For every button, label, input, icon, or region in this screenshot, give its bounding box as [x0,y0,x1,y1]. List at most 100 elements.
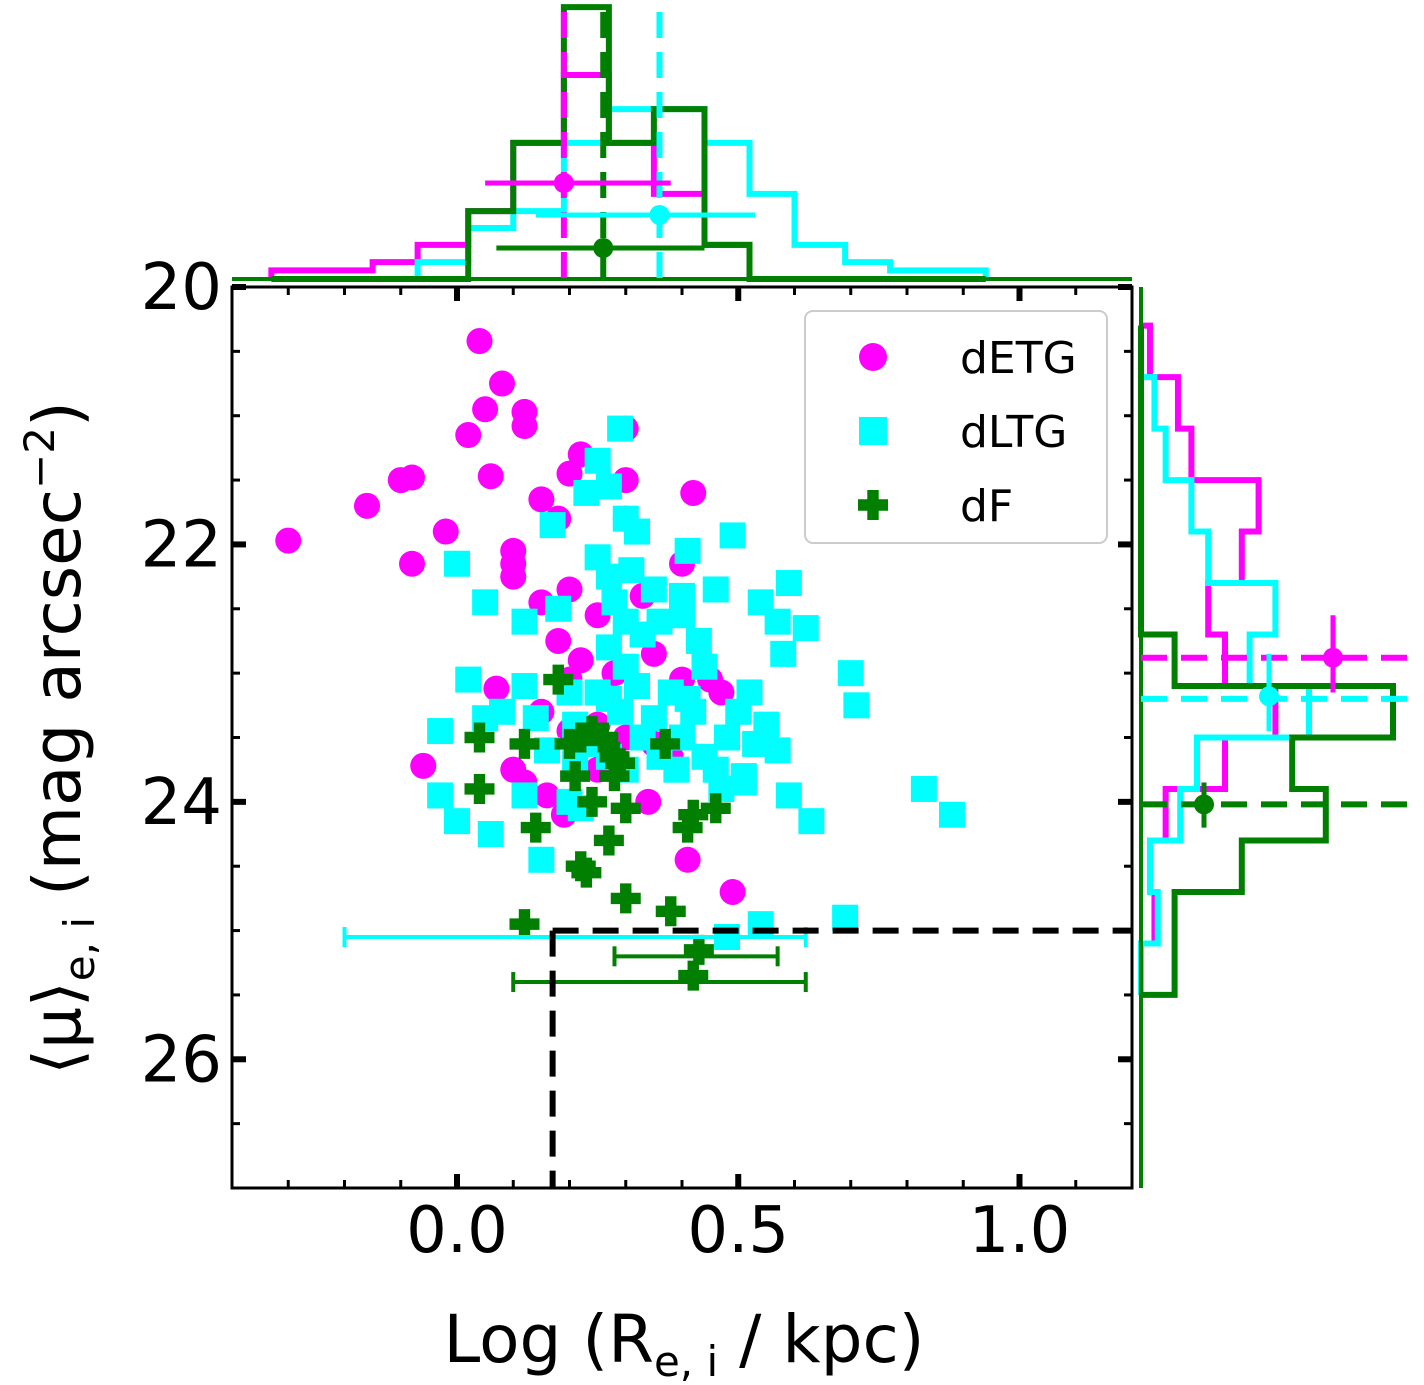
dltg-point [528,846,555,873]
dltg-point [832,904,859,931]
legend-label: dLTG [960,407,1067,458]
dltg-point [939,801,965,828]
detg-point [719,878,746,905]
df-point [610,883,641,914]
df-point [672,812,703,843]
axes: 0.0 0.5 1.0 20 22 24 26 [141,251,1134,1268]
detg-top-mean-marker [485,173,671,193]
legend-label: dETG [960,333,1077,384]
y-tick-label: 20 [141,251,222,325]
dltg-point [624,518,650,545]
dltg-point [629,621,656,648]
df-point [554,728,585,759]
dltg-point [584,447,611,474]
dltg-point [618,557,645,584]
dltg-point [545,595,572,622]
dltg-point [573,479,600,506]
df-point [599,761,630,792]
detg-point [472,396,499,423]
detg-point [635,788,662,815]
detg-point [528,486,555,513]
dltg-point [663,756,690,783]
mean-dot [649,205,670,225]
df-point [678,960,709,991]
df-point [655,896,686,927]
dltg-point [837,660,864,687]
detg-point [674,846,701,873]
top-histogram [232,4,1132,282]
detg-point [399,464,425,491]
x-tick-label: 1.0 [969,1194,1071,1268]
mean-dot [553,173,574,193]
df-error-bar [511,972,808,993]
df-right-mean-marker [1194,782,1214,828]
y-tick-label: 22 [141,508,222,582]
df-point [565,722,596,753]
dltg-point [725,698,752,725]
detg-point [500,550,527,577]
dltg-point [674,537,701,564]
dltg-point [792,615,819,642]
dltg-point [444,550,470,577]
dltg-point [455,666,482,693]
detg-point [399,550,425,577]
dltg-point [714,724,740,751]
dltg-top-histogram [271,106,989,282]
dltg-point [522,705,549,732]
detg-point [466,328,493,355]
dltg-point [764,608,791,635]
dltg-point [680,698,707,725]
legend-item-detg: dETG [859,333,1077,384]
detg-point [455,422,482,449]
df-point [683,934,714,965]
detg-point [534,782,560,809]
dltg-point [607,415,634,442]
mean-dot [1194,794,1214,815]
x-tick-label: 0.0 [406,1194,508,1268]
dltg-right-mean-marker [1259,653,1279,732]
legend: dETG dLTG dF [804,310,1108,544]
dltg-point [477,821,504,848]
legend-box [804,310,1108,544]
dltg-point [775,570,802,597]
dltg-point [691,653,718,680]
dltg-right-histogram [1138,325,1312,995]
right-histogram [1138,287,1415,1188]
df-point [650,728,681,759]
df-point [509,909,540,940]
dltg-point [910,775,937,802]
dltg-point [685,627,712,654]
dltg-point [719,522,746,549]
detg-point [680,479,707,506]
dltg-point [427,782,454,809]
legend-label: dF [960,481,1013,532]
dltg-point [511,673,538,700]
df-point [577,716,607,747]
x-axis-label: Log (Re, i / kpc) [443,1301,924,1385]
dltg-point [742,730,769,757]
df-point [571,857,602,888]
y-axis-label: ⟨μ⟩e, i (mag arcsec−2) [15,401,104,1074]
df-point [560,761,591,792]
legend-item-dltg: dLTG [859,407,1067,458]
df-top-mean-marker [496,238,705,258]
detg-point [511,413,538,440]
df-point [543,664,574,695]
x-tick-label: 0.5 [687,1194,789,1268]
dltg-point [444,808,470,835]
detg-point [354,492,380,519]
detg-point [489,370,515,397]
legend-item-df: dF [858,481,1013,532]
detg-point [859,343,887,371]
dltg-point [607,698,634,725]
dltg-point [843,692,870,719]
dltg-point [595,563,622,590]
detg-point [567,647,594,674]
dltg-point [624,673,650,700]
mean-dot [1323,647,1343,668]
df-point [700,793,731,824]
mean-dot [1259,686,1279,707]
dltg-point [539,512,566,539]
y-tick-label: 26 [141,1023,222,1097]
